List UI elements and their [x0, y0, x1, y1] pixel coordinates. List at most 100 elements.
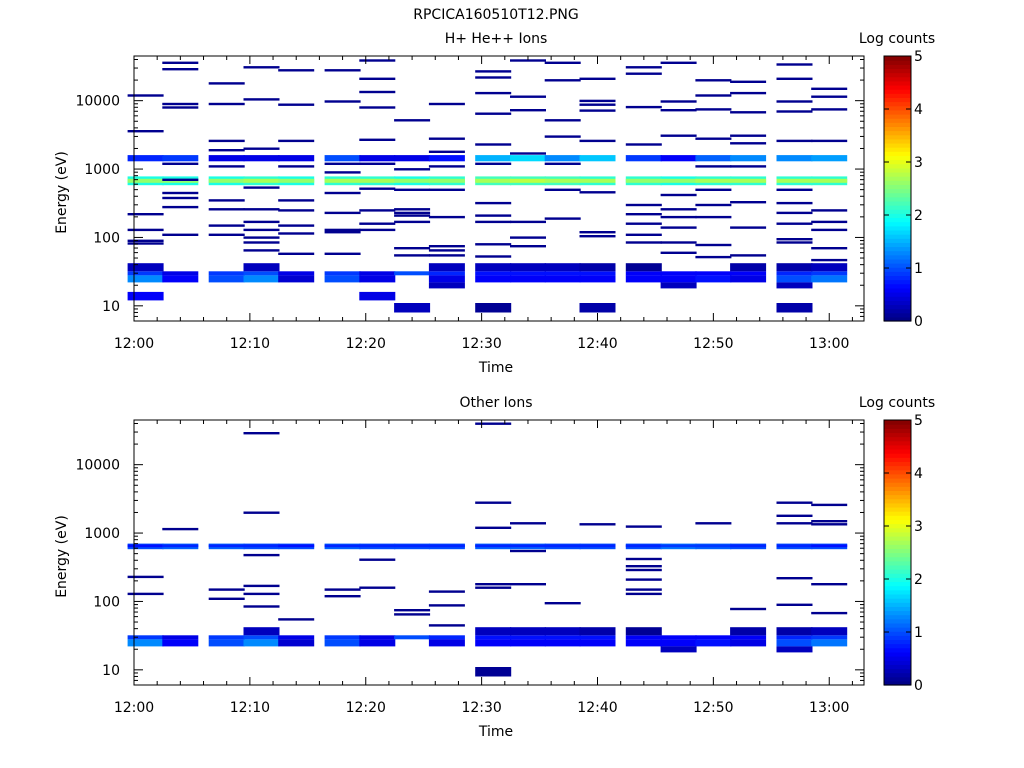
data-cell — [625, 627, 662, 636]
data-line — [208, 208, 245, 211]
colorbar-segment — [884, 598, 911, 603]
data-line — [776, 110, 813, 113]
data-line — [208, 102, 245, 106]
data-line — [394, 208, 431, 211]
x-tick-label: 12:30 — [461, 336, 501, 352]
data-line — [776, 603, 813, 606]
data-line — [162, 61, 199, 64]
data-cell — [243, 263, 280, 272]
y-tick-label: 10000 — [75, 94, 120, 110]
data-line — [324, 211, 361, 215]
plot-frame — [133, 55, 865, 322]
colorbar-segment — [884, 246, 911, 252]
colorbar-segment — [884, 531, 911, 537]
colorbar-segment — [884, 589, 911, 595]
data-line — [428, 604, 465, 607]
colorbar-segment — [884, 564, 911, 570]
colorbar-label: Log counts — [859, 31, 935, 47]
data-cell — [324, 635, 361, 640]
data-cell — [544, 263, 581, 272]
data-cell — [428, 275, 465, 283]
data-line — [625, 592, 662, 596]
data-line — [243, 249, 280, 252]
data-cell — [278, 178, 315, 183]
data-line — [625, 525, 662, 528]
panel-1: 12:00 12:10 12:20 12:30 12:40 12:50 13:0010100… — [54, 31, 935, 376]
data-cell — [544, 635, 581, 640]
data-line — [579, 139, 616, 143]
colorbar-segment — [884, 308, 911, 314]
colorbar-segment — [884, 569, 911, 574]
colorbar-frame — [883, 419, 912, 686]
data-line — [394, 254, 431, 257]
colorbar-segment — [884, 126, 911, 132]
colorbar-segment — [884, 639, 911, 645]
data-line — [324, 162, 361, 165]
colorbar-segment — [884, 573, 911, 578]
colorbar-segment — [884, 453, 911, 458]
data-line — [660, 226, 697, 229]
x-axis-label: Time — [478, 724, 513, 740]
data-cell — [579, 271, 616, 276]
data-cell — [127, 275, 164, 283]
data-cell — [544, 271, 581, 276]
data-line — [544, 79, 581, 82]
data-line — [162, 191, 199, 195]
colorbar-segment — [884, 296, 911, 301]
data-line — [278, 69, 315, 72]
colorbar-segment — [884, 267, 911, 272]
colorbar-segment — [884, 300, 911, 306]
data-line — [359, 77, 396, 80]
data-cell — [475, 639, 512, 647]
data-cell — [359, 635, 396, 640]
colorbar-segment — [884, 217, 911, 223]
data-cell — [660, 544, 697, 548]
colorbar-segment — [884, 196, 911, 202]
data-cell — [162, 275, 199, 283]
data-line — [243, 241, 280, 244]
data-line — [475, 586, 512, 589]
colorbar-segment — [884, 473, 911, 479]
data-line — [208, 82, 245, 85]
data-cell — [579, 635, 616, 640]
data-line — [625, 557, 662, 561]
data-line — [127, 213, 164, 216]
colorbar-segment — [884, 622, 911, 628]
data-line — [428, 590, 465, 593]
data-line — [776, 100, 813, 103]
data-line — [811, 139, 848, 143]
colorbar-segment — [884, 486, 911, 491]
data-line — [544, 61, 581, 64]
data-cell — [208, 178, 245, 183]
data-cell — [625, 263, 662, 272]
colorbar-segment — [884, 304, 911, 310]
data-cell — [776, 646, 813, 653]
colorbar-segment — [884, 271, 911, 277]
data-cell — [510, 178, 546, 183]
data-line — [428, 249, 465, 252]
data-cell — [625, 271, 662, 276]
data-line — [475, 583, 512, 586]
data-cell — [579, 263, 616, 272]
data-line — [278, 232, 315, 235]
colorbar-segment — [884, 171, 911, 177]
data-line — [776, 188, 813, 191]
data-cell — [162, 639, 199, 647]
colorbar-segment — [884, 482, 911, 487]
data-cell — [544, 544, 581, 548]
data-line — [695, 94, 732, 97]
data-cell — [208, 639, 245, 647]
data-cell — [475, 155, 512, 162]
data-line — [243, 592, 280, 596]
data-line — [730, 226, 767, 229]
colorbar-segment — [884, 200, 911, 206]
colorbar-segment — [884, 188, 911, 194]
data-line — [278, 139, 315, 143]
data-line — [811, 209, 848, 212]
colorbar-segment — [884, 506, 911, 512]
data-line — [243, 432, 280, 435]
data-cell — [475, 667, 512, 677]
colorbar-segment — [884, 130, 911, 136]
data-cell — [776, 271, 813, 276]
data-cell — [359, 271, 396, 276]
